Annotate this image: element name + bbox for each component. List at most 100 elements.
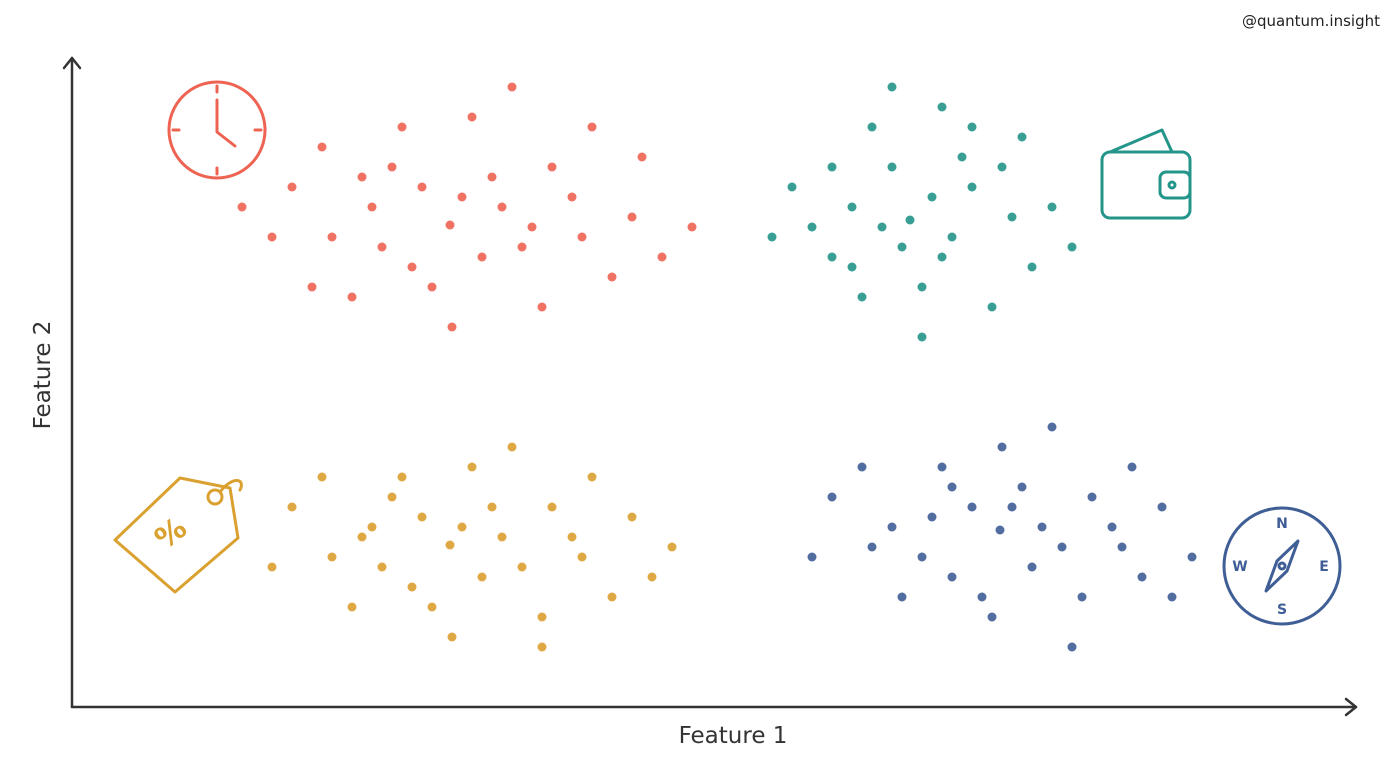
point: [937, 252, 947, 262]
x-arrow: [1344, 697, 1358, 717]
point: [1067, 642, 1077, 652]
point: [937, 102, 947, 112]
point: [487, 502, 497, 512]
point: [577, 552, 587, 562]
point: [997, 162, 1007, 172]
point: [1077, 592, 1087, 602]
point: [467, 462, 477, 472]
compass-labels: N E S W: [1232, 516, 1329, 618]
icons: [113, 80, 1342, 626]
point: [827, 492, 837, 502]
point: [647, 572, 657, 582]
compass-w: W: [1232, 559, 1247, 575]
point: [467, 112, 477, 122]
point: [537, 612, 547, 622]
point: [897, 242, 907, 252]
point: [407, 262, 417, 272]
point: [417, 512, 427, 522]
point: [497, 532, 507, 542]
point: [1027, 562, 1037, 572]
point: [987, 612, 997, 622]
point: [487, 172, 497, 182]
point: [1007, 212, 1017, 222]
point: [367, 522, 377, 532]
point: [317, 142, 327, 152]
point: [347, 292, 357, 302]
axes: [62, 56, 1358, 717]
point: [327, 552, 337, 562]
point: [1027, 262, 1037, 272]
point: [267, 562, 277, 572]
point: [587, 122, 597, 132]
point: [1057, 542, 1067, 552]
point: [1157, 502, 1167, 512]
point: [497, 202, 507, 212]
point: [607, 592, 617, 602]
point: [1187, 552, 1197, 562]
point: [427, 282, 437, 292]
point: [995, 525, 1005, 535]
point: [477, 252, 487, 262]
point: [947, 572, 957, 582]
clock-icon: [167, 80, 267, 180]
point: [827, 162, 837, 172]
point: [387, 492, 397, 502]
point: [357, 172, 367, 182]
point: [537, 642, 547, 652]
point: [997, 442, 1007, 452]
point: [867, 122, 877, 132]
point: [627, 212, 637, 222]
point: [567, 532, 577, 542]
point: [657, 252, 667, 262]
point: [327, 232, 337, 242]
point: [887, 522, 897, 532]
point: [787, 182, 797, 192]
point: [237, 202, 247, 212]
point: [1167, 592, 1177, 602]
point: [317, 472, 327, 482]
point: [407, 582, 417, 592]
point: [577, 232, 587, 242]
point: [947, 482, 957, 492]
point: [1007, 502, 1017, 512]
point: [917, 552, 927, 562]
point: [947, 232, 957, 242]
point: [377, 562, 387, 572]
point: [1067, 242, 1077, 252]
point: [905, 215, 915, 225]
point: [1017, 482, 1027, 492]
point: [1137, 572, 1147, 582]
point: [967, 502, 977, 512]
compass-e: E: [1319, 559, 1329, 575]
point: [867, 542, 877, 552]
point: [537, 302, 547, 312]
point: [987, 302, 997, 312]
point: [897, 592, 907, 602]
point: [445, 540, 455, 550]
point: [847, 262, 857, 272]
compass-s: S: [1277, 602, 1287, 618]
tag-icon: [113, 476, 243, 594]
point: [517, 242, 527, 252]
point: [587, 472, 597, 482]
point: [927, 192, 937, 202]
point: [507, 442, 517, 452]
point: [887, 162, 897, 172]
point: [287, 182, 297, 192]
point: [857, 292, 867, 302]
point: [977, 592, 987, 602]
watermark: @quantum.insight: [1242, 12, 1380, 30]
point: [427, 602, 437, 612]
point: [917, 282, 927, 292]
point: [387, 162, 397, 172]
point: [457, 192, 467, 202]
point: [967, 122, 977, 132]
point: [397, 472, 407, 482]
point: [667, 542, 677, 552]
point: [927, 512, 937, 522]
point: [445, 220, 455, 230]
point: [1117, 542, 1127, 552]
points: [237, 82, 1197, 652]
point: [1087, 492, 1097, 502]
